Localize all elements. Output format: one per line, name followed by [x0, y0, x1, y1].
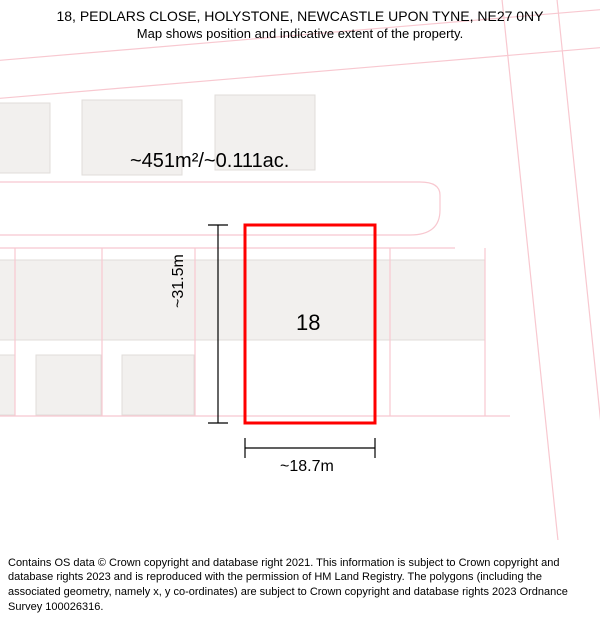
subtitle-line: Map shows position and indicative extent… — [10, 26, 590, 41]
footer-copyright: Contains OS data © Crown copyright and d… — [0, 550, 600, 625]
address-line: 18, PEDLARS CLOSE, HOLYSTONE, NEWCASTLE … — [10, 8, 590, 24]
area-label: ~451m²/~0.111ac. — [130, 150, 289, 173]
width-dimension-label: ~18.7m — [280, 458, 334, 476]
header: 18, PEDLARS CLOSE, HOLYSTONE, NEWCASTLE … — [0, 0, 600, 45]
plot-number-label: 18 — [296, 310, 320, 336]
map-area: ~451m²/~0.111ac. 18 ~31.5m ~18.7m — [0, 0, 600, 540]
height-dimension-label: ~31.5m — [170, 254, 188, 308]
